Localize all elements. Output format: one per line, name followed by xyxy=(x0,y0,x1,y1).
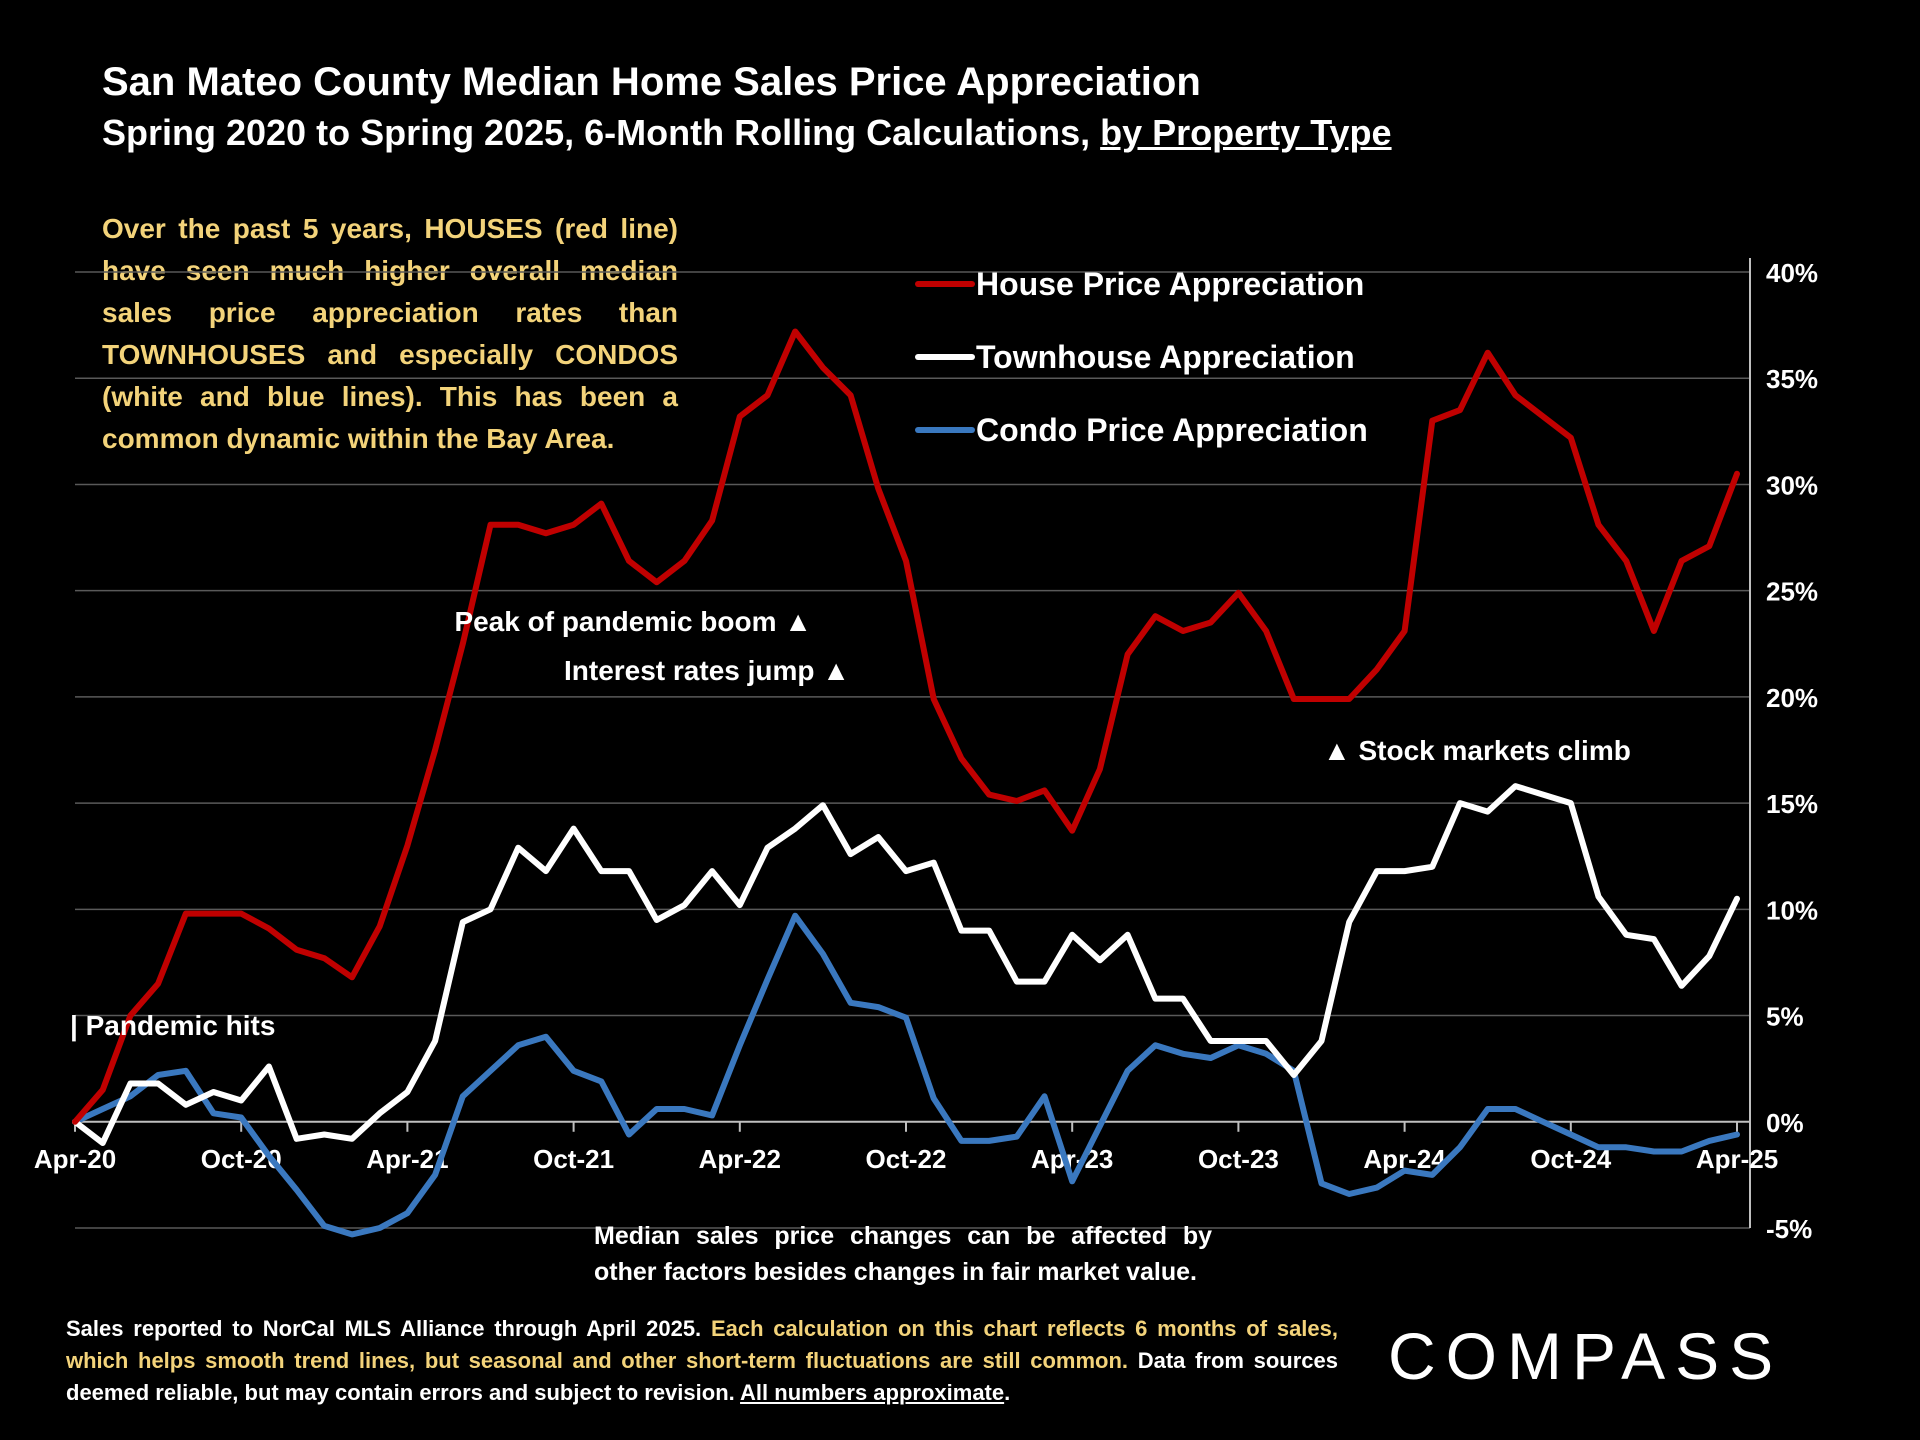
x-tick-label: Oct-21 xyxy=(533,1144,614,1174)
legend-label: Townhouse Appreciation xyxy=(976,339,1355,375)
condo-line xyxy=(72,912,1740,1238)
subtitle-main: Spring 2020 to Spring 2025, 6-Month Roll… xyxy=(102,112,1101,153)
x-tick-label: Apr-23 xyxy=(1031,1144,1113,1174)
y-tick-label: 15% xyxy=(1766,789,1818,819)
compass-logo: COMPASS xyxy=(1388,1319,1784,1393)
y-tick-label: 30% xyxy=(1766,470,1818,500)
chart-subtitle: Spring 2020 to Spring 2025, 6-Month Roll… xyxy=(102,112,1392,154)
x-tick-label: Apr-25 xyxy=(1696,1144,1778,1174)
footer-part4: All numbers approximate xyxy=(740,1380,1005,1405)
x-tick-label: Apr-20 xyxy=(34,1144,116,1174)
footer-part1: Sales reported to NorCal MLS Alliance th… xyxy=(66,1316,711,1341)
house-line xyxy=(72,328,1740,1125)
annotation-pandemic-hits: | Pandemic hits xyxy=(70,1010,275,1041)
x-tick-label: Oct-22 xyxy=(866,1144,947,1174)
subtitle-underlined: by Property Type xyxy=(1100,112,1392,153)
chart-title: San Mateo County Median Home Sales Price… xyxy=(102,60,1201,104)
y-tick-label: 10% xyxy=(1766,895,1818,925)
footer-part5: . xyxy=(1004,1380,1011,1405)
annotation-peak-boom: Peak of pandemic boom ▲ xyxy=(454,606,812,637)
x-tick-label: Oct-23 xyxy=(1198,1144,1279,1174)
footer-note: Sales reported to NorCal MLS Alliance th… xyxy=(66,1313,1338,1409)
townhouse-line xyxy=(72,783,1740,1146)
annotation-rates-jump: Interest rates jump ▲ xyxy=(564,655,850,686)
legend-label: House Price Appreciation xyxy=(976,266,1364,302)
insight-text: Over the past 5 years, HOUSES (red line)… xyxy=(102,213,678,454)
y-tick-label: -5% xyxy=(1766,1214,1812,1244)
y-tick-label: 0% xyxy=(1766,1108,1804,1138)
y-tick-label: 5% xyxy=(1766,1002,1804,1032)
y-tick-label: 20% xyxy=(1766,683,1818,713)
y-tick-label: 40% xyxy=(1766,258,1818,288)
caveat-note: Median sales price changes can be affect… xyxy=(594,1222,1212,1286)
y-tick-label: 25% xyxy=(1766,577,1818,607)
footer-part2: Each calculation on this chart reflects … xyxy=(66,1316,1338,1373)
y-tick-label: 35% xyxy=(1766,364,1818,394)
legend-label: Condo Price Appreciation xyxy=(976,412,1368,448)
footer-part3: Data from sources deemed reliable, but m… xyxy=(66,1348,1338,1405)
x-tick-label: Apr-22 xyxy=(699,1144,781,1174)
annotation-stock-markets: ▲ Stock markets climb xyxy=(1323,735,1631,766)
